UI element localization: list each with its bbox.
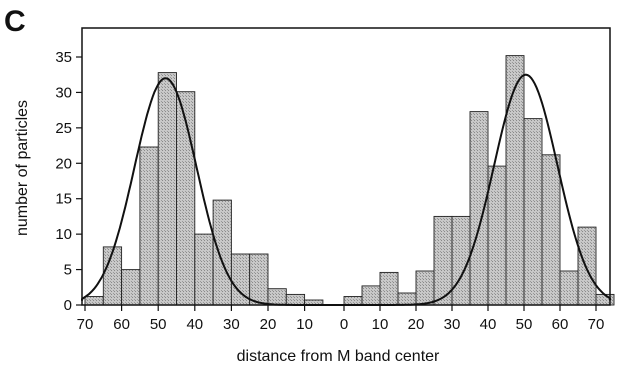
left-x-tick-label-70: 70 [77,316,94,333]
right-histogram-bar-4 [416,271,434,305]
left-histogram-bar-0 [85,297,103,306]
y-tick-label-35: 35 [55,49,72,66]
right-histogram-bar-10 [524,119,542,305]
right-histogram-bar-3 [398,293,416,305]
right-x-tick-label-30: 30 [444,316,461,333]
right-histogram-bar-11 [542,155,560,305]
y-tick-label-15: 15 [55,191,72,208]
right-x-tick-label-20: 20 [408,316,425,333]
right-histogram-bar-7 [470,112,488,305]
left-histogram-bar-10 [268,289,286,305]
right-histogram-bar-2 [380,272,398,305]
left-histogram-bar-11 [286,294,304,305]
panel-label: C [4,5,26,38]
right-x-tick-label-70: 70 [588,316,605,333]
bars-layer [85,56,614,305]
left-histogram-bar-6 [195,234,213,305]
x-axis: 70 60 50 40 30 20 10 0 10 20 30 40 50 60 70 [77,305,605,333]
x-axis-title: distance from M band center [237,348,440,365]
left-histogram-bar-3 [140,147,158,305]
y-tick-label-0: 0 [64,297,72,314]
left-x-tick-label-10: 10 [296,316,313,333]
left-x-tick-label-40: 40 [186,316,203,333]
right-histogram-bar-12 [560,271,578,305]
left-histogram-bar-1 [103,247,121,305]
right-x-tick-label-10: 10 [372,316,389,333]
y-axis-title: number of particles [14,100,31,236]
y-axis: 0 5 10 15 20 25 30 35 [55,49,82,314]
right-histogram-bar-8 [488,166,506,305]
left-histogram-bar-9 [250,254,268,305]
right-x-tick-label-40: 40 [480,316,497,333]
right-x-tick-label-0: 0 [340,316,348,333]
left-histogram-bar-2 [122,270,140,305]
right-histogram-bar-13 [578,227,596,305]
y-tick-label-30: 30 [55,84,72,101]
right-x-tick-label-60: 60 [552,316,569,333]
left-x-tick-label-20: 20 [260,316,277,333]
y-tick-label-20: 20 [55,155,72,172]
right-histogram-bar-9 [506,56,524,305]
left-histogram-bar-4 [158,73,176,305]
right-histogram-bar-0 [344,297,362,306]
right-x-tick-label-50: 50 [516,316,533,333]
right-histogram-bar-1 [362,286,380,305]
left-x-tick-label-60: 60 [113,316,130,333]
y-tick-label-5: 5 [64,262,72,279]
left-x-tick-label-50: 50 [150,316,167,333]
left-histogram-bar-7 [213,200,231,305]
left-x-tick-label-30: 30 [223,316,240,333]
y-tick-label-25: 25 [55,120,72,137]
y-tick-label-10: 10 [55,226,72,243]
